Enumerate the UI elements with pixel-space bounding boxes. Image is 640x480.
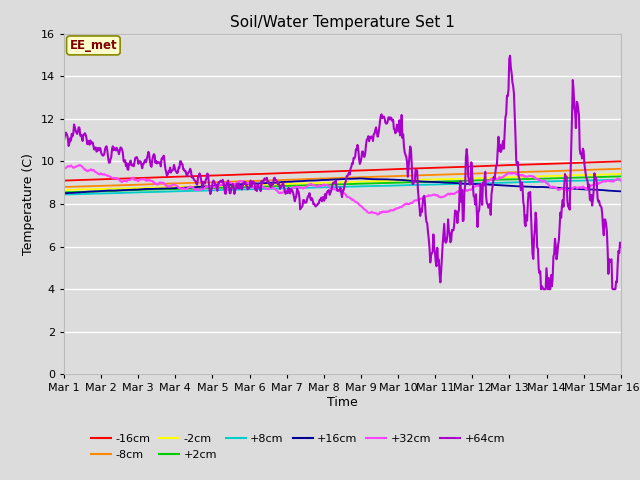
+16cm — [356, 176, 364, 181]
+2cm — [60, 190, 68, 195]
Y-axis label: Temperature (C): Temperature (C) — [22, 153, 35, 255]
+8cm — [410, 182, 418, 188]
+16cm — [60, 191, 68, 196]
-8cm — [426, 172, 434, 178]
Text: EE_met: EE_met — [70, 39, 117, 52]
-2cm — [60, 187, 68, 193]
+8cm — [426, 182, 434, 188]
Title: Soil/Water Temperature Set 1: Soil/Water Temperature Set 1 — [230, 15, 455, 30]
+64cm — [506, 53, 514, 59]
+32cm — [128, 175, 136, 181]
-16cm — [70, 177, 78, 183]
-8cm — [410, 173, 418, 179]
Line: +16cm: +16cm — [64, 179, 621, 193]
+64cm — [537, 286, 545, 292]
+64cm — [127, 162, 135, 168]
+16cm — [411, 178, 419, 184]
-8cm — [214, 179, 221, 185]
-8cm — [184, 180, 192, 186]
Line: +2cm: +2cm — [64, 177, 621, 192]
+16cm — [214, 182, 221, 188]
+16cm — [127, 187, 135, 192]
+64cm — [617, 244, 625, 250]
-8cm — [60, 184, 68, 190]
+2cm — [214, 185, 221, 191]
+32cm — [214, 183, 222, 189]
-16cm — [410, 166, 418, 171]
-2cm — [426, 177, 434, 182]
-2cm — [70, 187, 78, 192]
+2cm — [184, 186, 192, 192]
-8cm — [70, 184, 78, 190]
-8cm — [127, 182, 135, 188]
Line: +32cm: +32cm — [64, 165, 621, 215]
+8cm — [184, 188, 192, 194]
+32cm — [412, 197, 419, 203]
+32cm — [76, 162, 83, 168]
+64cm — [184, 170, 192, 176]
+2cm — [410, 180, 418, 185]
+32cm — [428, 192, 436, 198]
+8cm — [70, 192, 78, 197]
+64cm — [214, 188, 221, 194]
+2cm — [70, 189, 78, 195]
Line: +64cm: +64cm — [64, 56, 621, 289]
X-axis label: Time: Time — [327, 396, 358, 409]
+8cm — [60, 192, 68, 197]
-2cm — [184, 184, 192, 190]
-2cm — [617, 171, 625, 177]
+64cm — [410, 179, 418, 185]
+2cm — [617, 174, 625, 180]
-16cm — [60, 178, 68, 183]
Line: -2cm: -2cm — [64, 174, 621, 190]
-16cm — [617, 158, 625, 164]
+64cm — [70, 121, 78, 127]
+2cm — [426, 179, 434, 185]
Legend: -16cm, -8cm, -2cm, +2cm, +8cm, +16cm, +32cm, +64cm: -16cm, -8cm, -2cm, +2cm, +8cm, +16cm, +3… — [86, 430, 509, 464]
-2cm — [410, 177, 418, 183]
+8cm — [617, 177, 625, 182]
+16cm — [70, 190, 78, 196]
Line: -8cm: -8cm — [64, 169, 621, 187]
-2cm — [214, 183, 221, 189]
Line: -16cm: -16cm — [64, 161, 621, 180]
+32cm — [60, 165, 68, 171]
+32cm — [70, 165, 78, 170]
+32cm — [374, 212, 381, 217]
+16cm — [428, 179, 435, 185]
-16cm — [426, 165, 434, 171]
-16cm — [184, 173, 192, 179]
+8cm — [127, 190, 135, 195]
+64cm — [60, 138, 68, 144]
Line: +8cm: +8cm — [64, 180, 621, 194]
-2cm — [127, 185, 135, 191]
-16cm — [214, 172, 221, 178]
+8cm — [214, 187, 221, 193]
-8cm — [617, 166, 625, 172]
+2cm — [127, 187, 135, 193]
+16cm — [184, 185, 192, 191]
+16cm — [617, 189, 625, 194]
+32cm — [617, 178, 625, 183]
-16cm — [127, 175, 135, 181]
+64cm — [426, 260, 434, 265]
+32cm — [185, 184, 193, 190]
